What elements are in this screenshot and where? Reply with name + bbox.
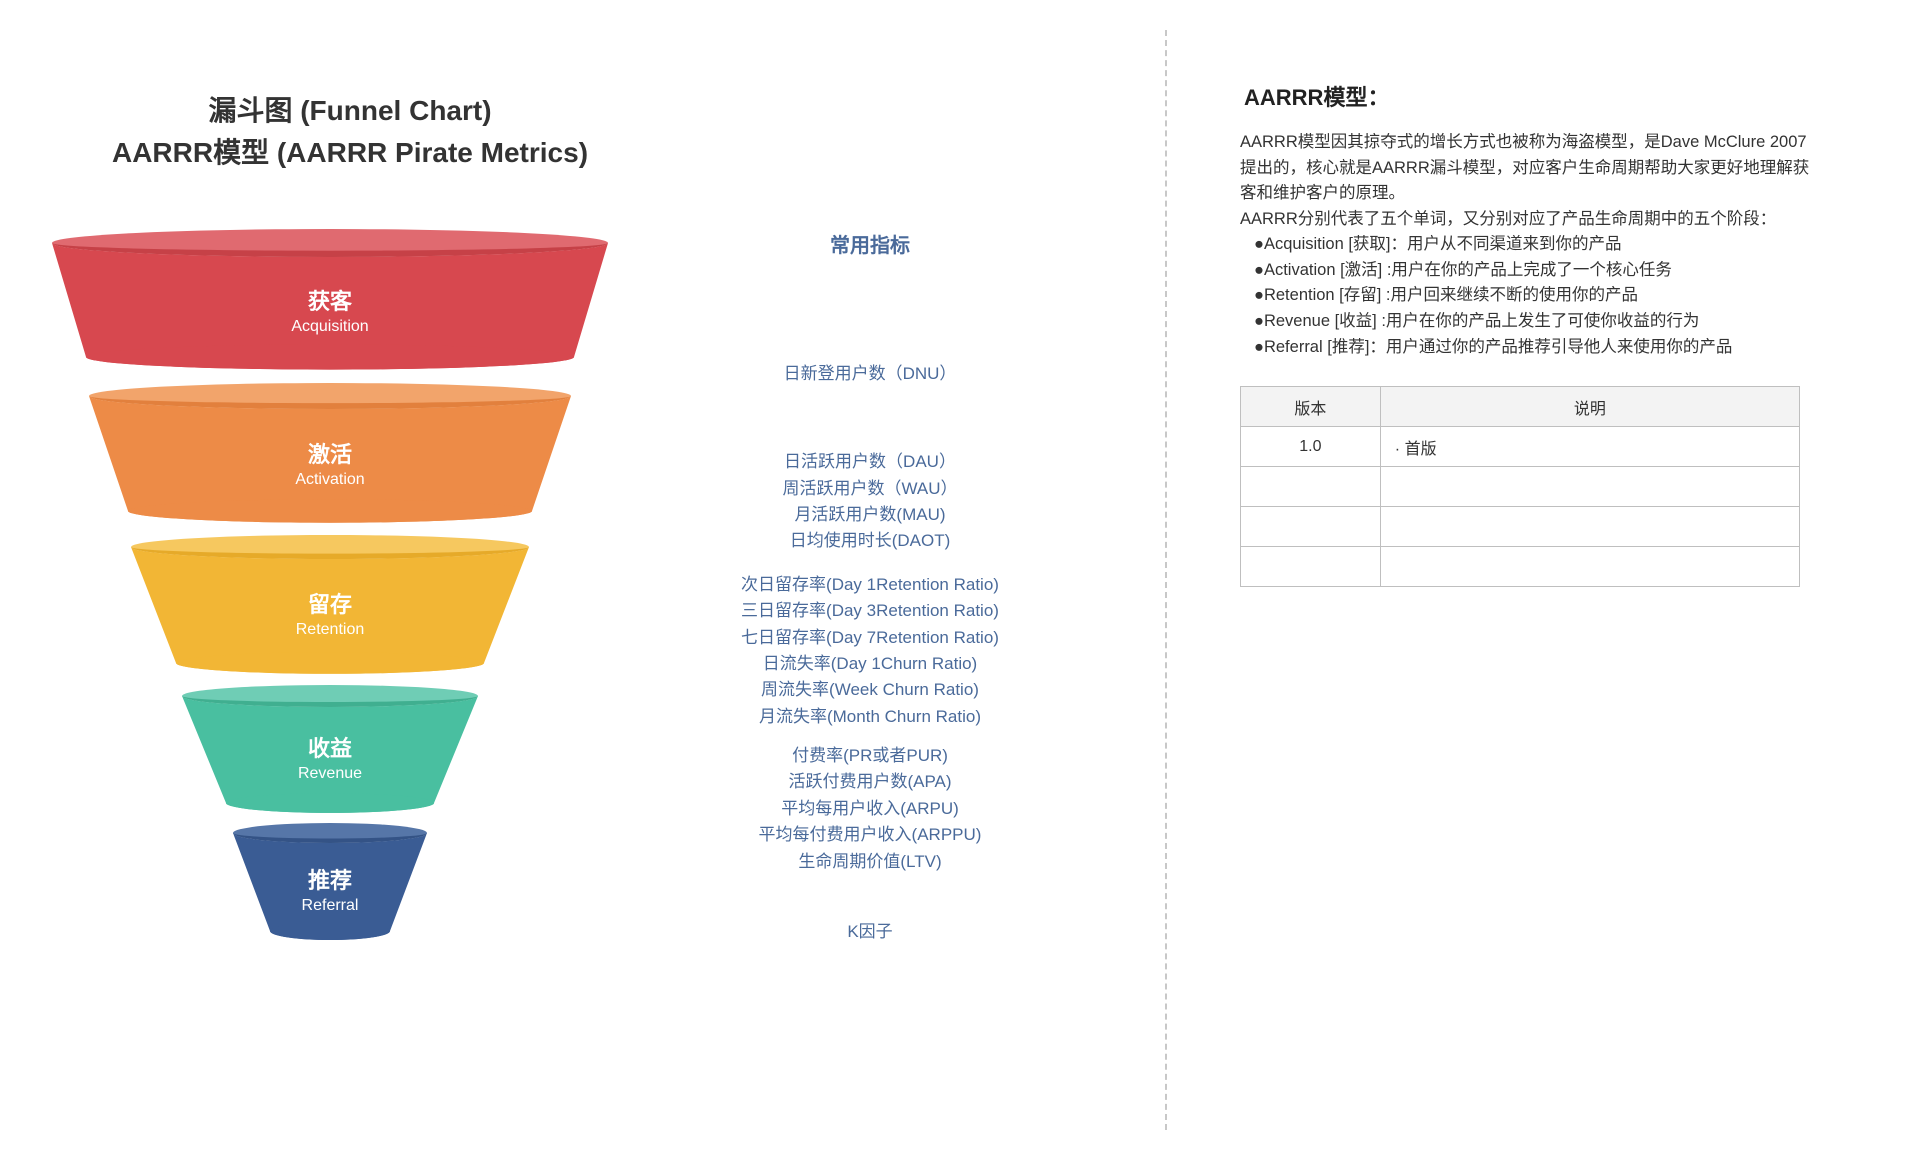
metrics-column: 常用指标 日新登用户数（DNU） 日活跃用户数（DAU）周活跃用户数（WAU）月活… [610,229,1120,982]
table-header-row: 版本说明 [1241,387,1800,427]
page-root: 漏斗图 (Funnel Chart) AARRR模型 (AARRR Pirate… [0,0,1920,1176]
title-line-2: AARRR模型 (AARRR Pirate Metrics) [70,132,630,174]
left-column: 漏斗图 (Funnel Chart) AARRR模型 (AARRR Pirate… [0,0,1160,1176]
table-header-cell: 说明 [1380,387,1799,427]
metric-line: 周活跃用户数（WAU） [620,476,1120,502]
metric-line: 日新登用户数（DNU） [620,361,1120,387]
metric-block-revenue: 付费率(PR或者PUR)活跃付费用户数(APA)平均每用户收入(ARPU)平均每… [620,736,1120,882]
table-cell: · 首版 [1380,427,1799,467]
table-cell [1380,547,1799,587]
table-cell [1241,507,1381,547]
metric-block-retention: 次日留存率(Day 1Retention Ratio)三日留存率(Day 3Re… [620,566,1120,736]
metric-block-referral: K因子 [620,882,1120,982]
funnel-stage-retention: 留存 Retention [131,535,529,687]
desc-paragraph: AARRR分别代表了五个单词，又分别对应了产品生命周期中的五个阶段： [1240,207,1820,233]
desc-paragraph: AARRR模型因其掠夺式的增长方式也被称为海盗模型，是Dave McClure … [1240,130,1820,207]
stage-en-label: Activation [295,471,364,489]
metric-line: 活跃付费用户数(APA) [620,769,1120,795]
table-cell [1380,507,1799,547]
metric-line: 日均使用时长(DAOT) [620,528,1120,554]
right-title: AARRR模型： [1240,80,1820,112]
table-cell [1241,547,1381,587]
stage-en-label: Revenue [298,765,362,783]
funnel-stage-label-referral: 推荐 Referral [233,835,427,943]
version-table: 版本说明1.0· 首版 [1240,386,1800,587]
funnel-stage-referral: 推荐 Referral [233,823,427,951]
stage-cn-label: 激活 [308,437,352,469]
vertical-divider [1165,30,1167,1130]
chart-area: 获客 Acquisition 激活 Activation 留存 Retention 收… [50,229,1120,982]
right-column: AARRR模型： AARRR模型因其掠夺式的增长方式也被称为海盗模型，是Dave… [1160,0,1880,1176]
metric-line: K因子 [620,919,1120,945]
metric-line: 平均每用户收入(ARPU) [620,796,1120,822]
metrics-header: 常用指标 [620,229,1120,258]
metric-line: 三日留存率(Day 3Retention Ratio) [620,598,1120,624]
table-row [1241,507,1800,547]
funnel-stage-activation: 激活 Activation [89,383,571,537]
table-row: 1.0· 首版 [1241,427,1800,467]
table-cell: 1.0 [1241,427,1381,467]
funnel-stage-label-retention: 留存 Retention [131,549,529,677]
metric-line: 周流失率(Week Churn Ratio) [620,677,1120,703]
table-cell [1380,467,1799,507]
desc-bullet: ●Referral [推荐]：用户通过你的产品推荐引导他人来使用你的产品 [1240,335,1820,361]
title-line-1: 漏斗图 (Funnel Chart) [70,90,630,132]
metric-line: 付费率(PR或者PUR) [620,743,1120,769]
stage-cn-label: 推荐 [308,863,352,895]
stage-cn-label: 获客 [308,284,352,316]
metric-line: 日活跃用户数（DAU） [620,449,1120,475]
stage-en-label: Referral [302,897,359,915]
description-block: AARRR模型因其掠夺式的增长方式也被称为海盗模型，是Dave McClure … [1240,130,1820,360]
funnel-stage-label-acquisition: 获客 Acquisition [52,246,608,374]
metric-block-acquisition: 日新登用户数（DNU） [620,310,1120,438]
stage-en-label: Retention [296,621,365,639]
metric-block-activation: 日活跃用户数（DAU）周活跃用户数（WAU）月活跃用户数(MAU)日均使用时长(… [620,438,1120,566]
funnel-stage-revenue: 收益 Revenue [182,685,478,825]
desc-bullet: ●Revenue [收益] :用户在你的产品上发生了可使你收益的行为 [1240,309,1820,335]
metric-line: 平均每付费用户收入(ARPPU) [620,822,1120,848]
stage-cn-label: 留存 [308,587,352,619]
stage-cn-label: 收益 [308,731,352,763]
funnel-stage-label-activation: 激活 Activation [89,399,571,527]
desc-bullet: ●Retention [存留] :用户回来继续不断的使用你的产品 [1240,283,1820,309]
table-header-cell: 版本 [1241,387,1381,427]
desc-bullet: ●Acquisition [获取]：用户从不同渠道来到你的产品 [1240,232,1820,258]
table-cell [1241,467,1381,507]
metric-line: 月流失率(Month Churn Ratio) [620,704,1120,730]
metric-line: 月活跃用户数(MAU) [620,502,1120,528]
table-row [1241,547,1800,587]
stage-en-label: Acquisition [291,318,368,336]
desc-bullet: ●Activation [激活] :用户在你的产品上完成了一个核心任务 [1240,258,1820,284]
metric-line: 生命周期价值(LTV) [620,849,1120,875]
metrics-list: 日新登用户数（DNU） 日活跃用户数（DAU）周活跃用户数（WAU）月活跃用户数(… [620,310,1120,982]
metric-line: 次日留存率(Day 1Retention Ratio) [620,572,1120,598]
funnel-stage-acquisition: 获客 Acquisition [52,229,608,385]
funnel-stage-label-revenue: 收益 Revenue [182,698,478,816]
title-block: 漏斗图 (Funnel Chart) AARRR模型 (AARRR Pirate… [70,90,630,174]
funnel-chart: 获客 Acquisition 激活 Activation 留存 Retention 收… [50,229,610,982]
metric-line: 七日留存率(Day 7Retention Ratio) [620,625,1120,651]
table-row [1241,467,1800,507]
metric-line: 日流失率(Day 1Churn Ratio) [620,651,1120,677]
